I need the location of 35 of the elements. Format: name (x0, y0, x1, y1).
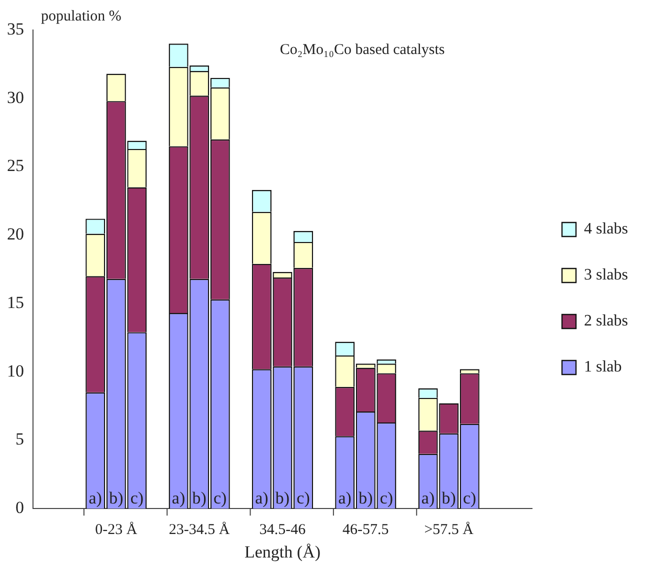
text: Co₂Mo₁₀Co based catalysts (280, 42, 445, 58)
x-tick-label: b) (109, 488, 124, 508)
y-tick-label: 5 (16, 430, 24, 449)
x-tick-label: c) (130, 488, 144, 508)
legend-label: 1 slab (584, 358, 622, 376)
text: 0-23 Å (95, 521, 138, 538)
legend-label: 3 slabs (584, 266, 628, 284)
legend-label: 4 slabs (584, 220, 628, 238)
x-axis-title: Length (Å) (244, 542, 321, 562)
x-tick-label: a) (421, 488, 435, 508)
text: >57.5 Å (424, 521, 474, 538)
y-tick-label: 30 (7, 88, 24, 107)
x-tick-label: c) (214, 488, 227, 508)
y-tick-label: 15 (7, 292, 24, 312)
x-tick-label: b) (192, 488, 206, 508)
x-tick-label: b) (442, 488, 456, 508)
y-tick-label: 20 (7, 224, 24, 244)
x-tick-label: a) (172, 488, 186, 508)
y-axis-title: population % (41, 8, 122, 24)
y-tick-label: 10 (7, 361, 24, 380)
legend-label: 2 slabs (584, 312, 628, 330)
x-tick-label: c) (296, 488, 310, 508)
x-tick-label: c) (380, 488, 394, 508)
y-tick-label: 35 (7, 19, 24, 38)
text: 46-57.5 (342, 522, 389, 538)
x-tick-label: b) (275, 488, 290, 508)
x-tick-label: a) (255, 488, 268, 508)
x-tick-label: a) (338, 488, 352, 508)
text: 23-34.5 Å (168, 521, 230, 538)
x-tick-label: c) (463, 488, 476, 508)
x-tick-label: a) (88, 488, 102, 508)
y-tick-label: 25 (7, 156, 24, 176)
text: 34.5-46 (259, 522, 306, 538)
x-tick-label: b) (358, 488, 373, 508)
y-tick-label: 0 (16, 498, 24, 518)
